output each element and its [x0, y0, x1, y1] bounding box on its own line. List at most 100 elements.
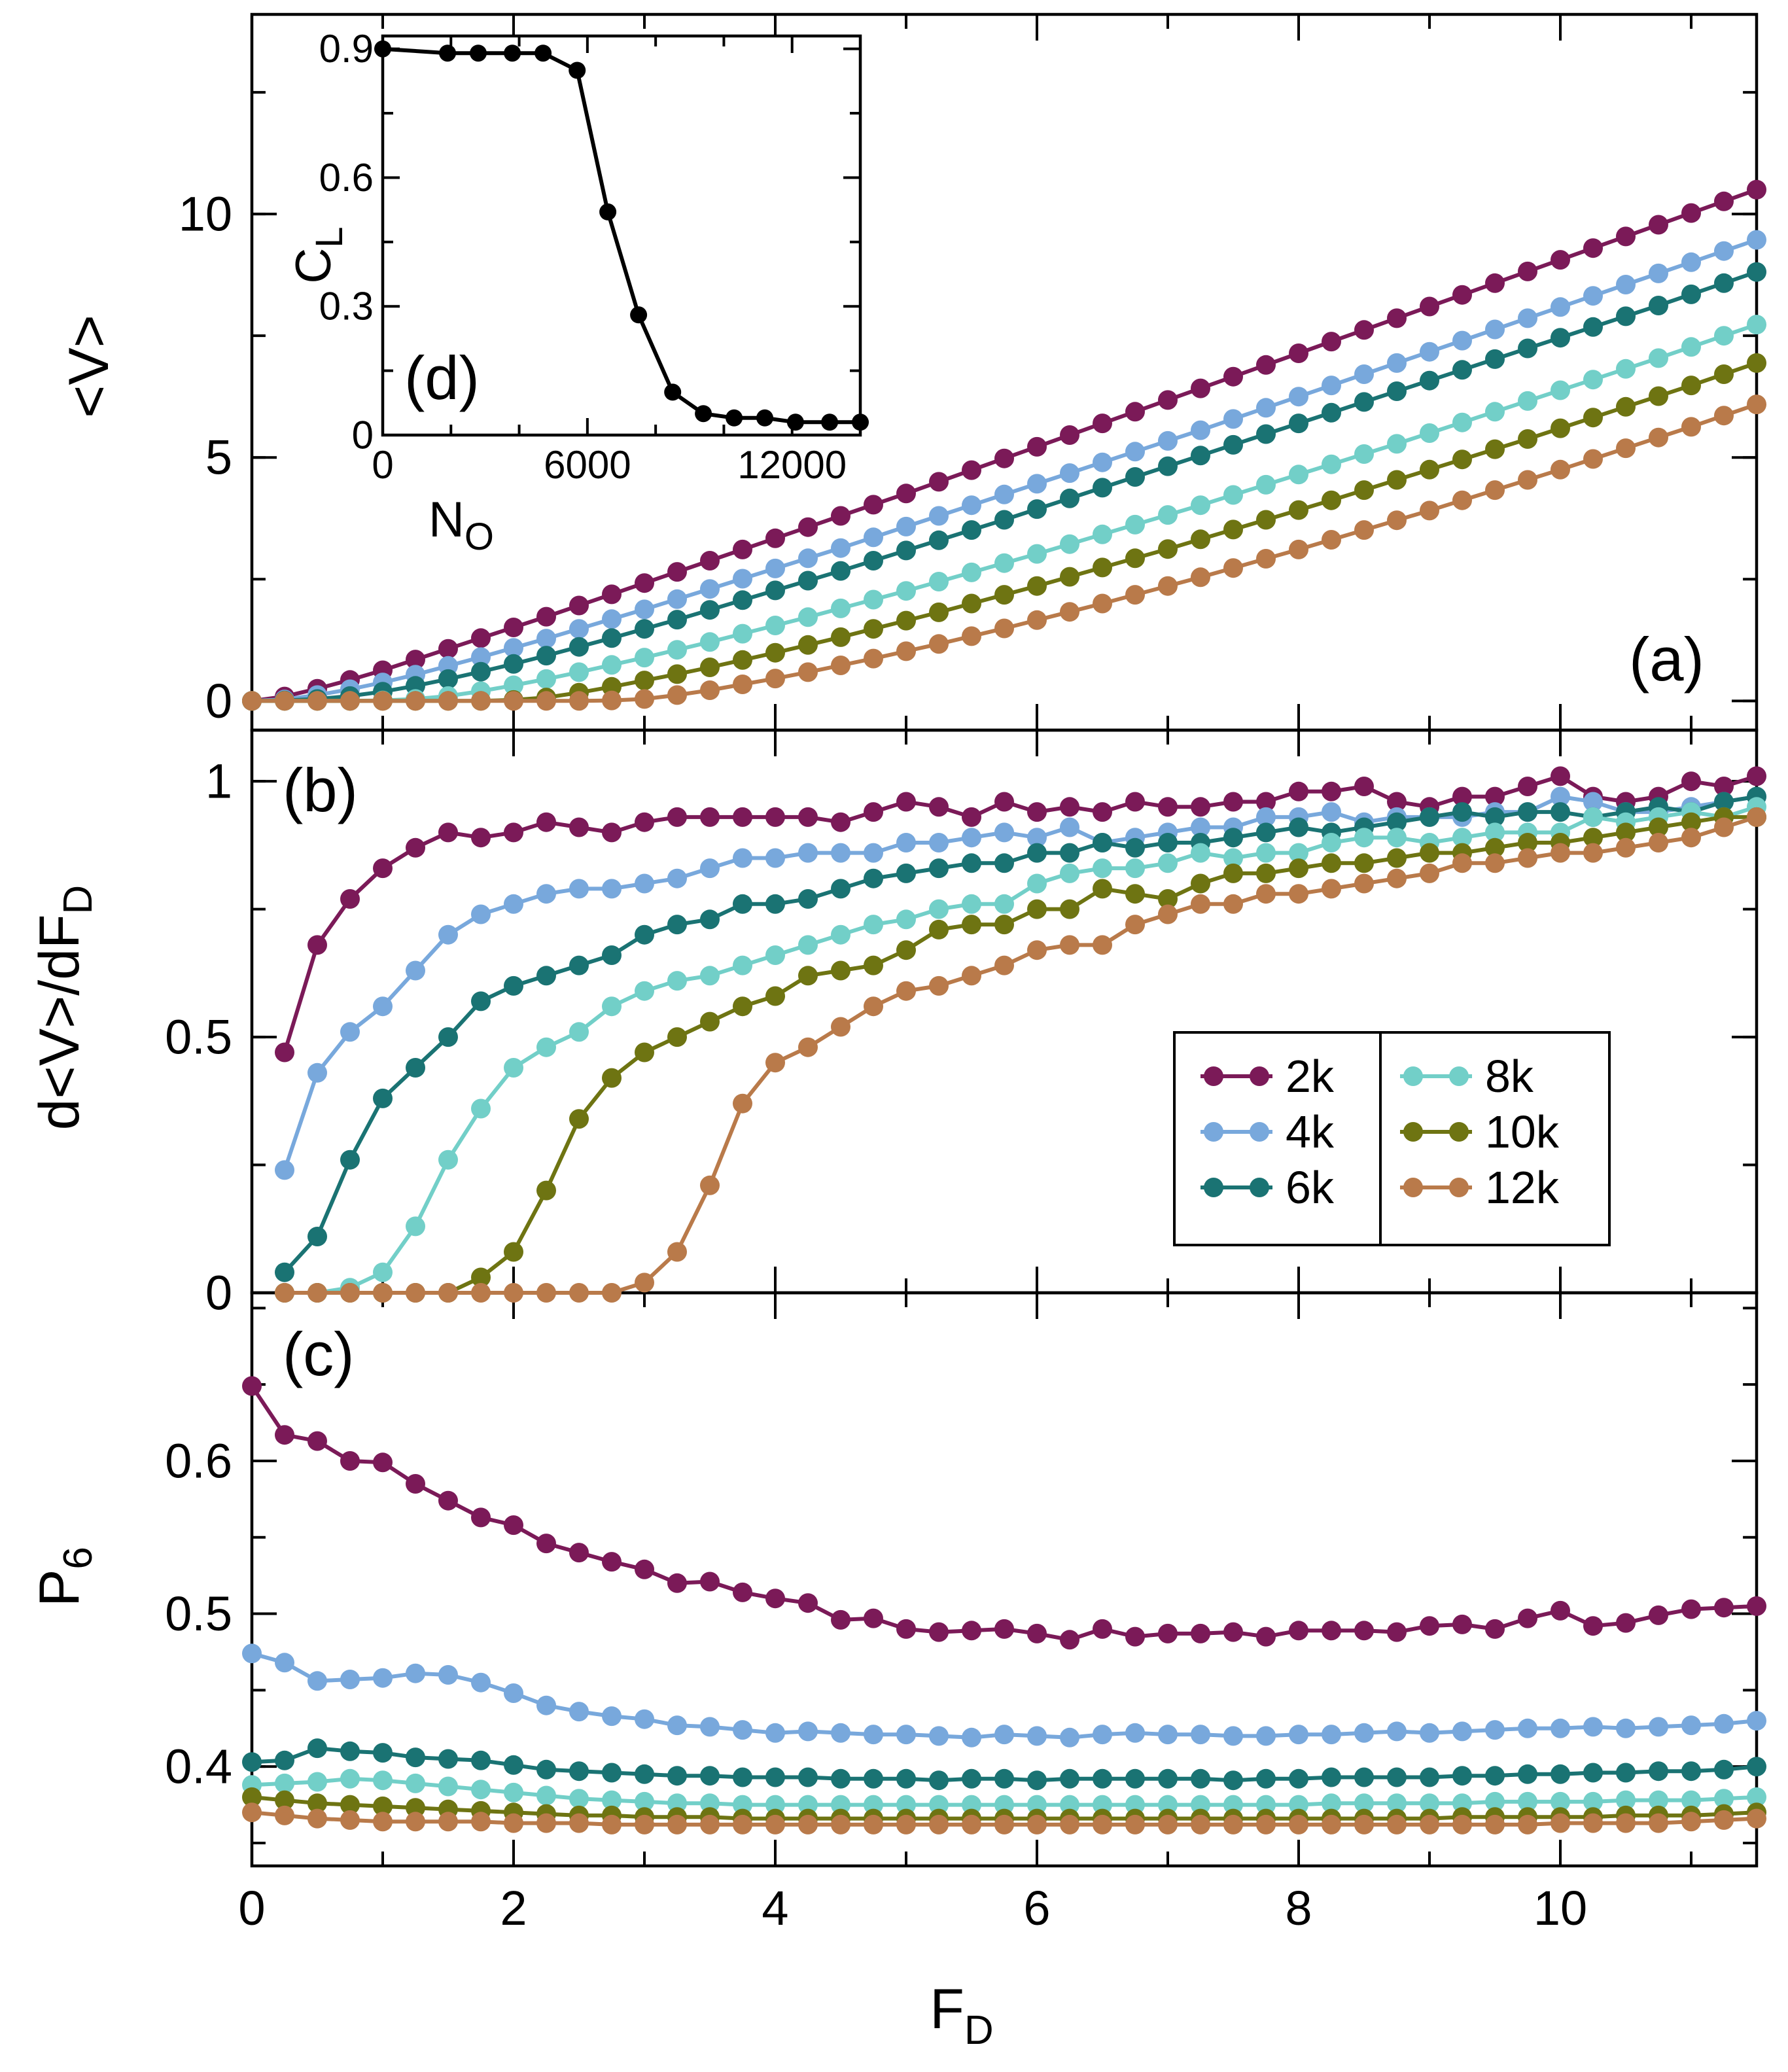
inset-y-tick-label: 0: [352, 413, 374, 457]
data-point: [373, 1283, 393, 1303]
data-point: [1714, 1789, 1734, 1809]
data-point: [536, 1813, 556, 1833]
data-point: [1747, 1757, 1766, 1777]
data-point: [700, 1011, 720, 1032]
data-point: [1354, 364, 1374, 384]
data-point: [831, 506, 850, 526]
data-point: [504, 638, 523, 658]
data-point: [864, 1768, 883, 1789]
data-point: [1681, 1790, 1701, 1810]
data-point: [1452, 1814, 1472, 1835]
data-point: [864, 1795, 883, 1815]
data-point: [569, 1813, 589, 1833]
data-point: [635, 671, 654, 691]
data-point: [1322, 530, 1341, 550]
data-point: [1289, 1814, 1308, 1835]
data-point: [1551, 766, 1570, 786]
data-point: [1060, 534, 1079, 554]
data-point: [896, 581, 916, 601]
data-point: [962, 828, 981, 848]
data-point: [242, 1787, 262, 1807]
data-point: [1387, 1767, 1407, 1787]
data-point: [1354, 444, 1374, 464]
data-point: [831, 656, 850, 675]
data-point: [1322, 490, 1341, 510]
data-point: [635, 1273, 654, 1293]
data-point: [1420, 370, 1439, 391]
data-point: [700, 658, 720, 677]
data-point: [373, 996, 393, 1017]
data-point: [1518, 802, 1537, 822]
data-point: [786, 413, 804, 431]
data-point: [1191, 420, 1210, 440]
data-point: [831, 561, 850, 581]
data-point: [1322, 332, 1341, 352]
data-point: [1681, 417, 1701, 437]
data-point: [994, 553, 1014, 573]
data-point: [667, 1766, 687, 1786]
data-point: [864, 527, 883, 548]
data-point: [1420, 1814, 1439, 1835]
data-point: [1420, 807, 1439, 827]
data-point: [1093, 478, 1112, 498]
data-point: [864, 915, 883, 935]
series-line: [285, 805, 1757, 1295]
data-point: [602, 879, 622, 899]
data-point: [1289, 1621, 1308, 1641]
data-point: [1452, 1793, 1472, 1814]
data-point: [1158, 1623, 1178, 1643]
data-point: [438, 639, 458, 659]
data-point: [667, 589, 687, 609]
y-tick-label: 1: [205, 754, 232, 809]
data-point: [471, 647, 491, 667]
data-point: [1060, 899, 1079, 919]
data-point: [1158, 1768, 1178, 1789]
data-point: [1681, 376, 1701, 396]
data-point: [1289, 781, 1308, 801]
data-point: [602, 1068, 622, 1088]
inset-y-tick-label: 0.3: [319, 285, 374, 328]
data-point: [1714, 792, 1734, 812]
legend-label: 6k: [1286, 1162, 1335, 1213]
data-point: [1681, 828, 1701, 848]
data-point: [831, 924, 850, 945]
data-point: [896, 1768, 916, 1789]
data-point: [1354, 853, 1374, 873]
data-point: [1747, 315, 1766, 335]
data-point: [929, 506, 949, 526]
data-point: [864, 1814, 883, 1835]
data-point: [1191, 817, 1210, 837]
inset-d: 0 6000 12000 0 0.3 0.6 0.9 (d) CL NO: [286, 27, 869, 558]
data-point: [765, 1767, 785, 1787]
panel-c-label: (c): [283, 1320, 355, 1388]
data-point: [504, 894, 523, 914]
data-point: [1256, 843, 1276, 863]
data-point: [798, 548, 818, 569]
data-point: [1485, 273, 1505, 293]
data-point: [307, 1283, 327, 1303]
data-point: [896, 1795, 916, 1815]
data-point: [765, 945, 785, 965]
data-point: [798, 1795, 818, 1815]
data-point: [896, 1725, 916, 1745]
data-point: [864, 589, 883, 610]
data-point: [798, 935, 818, 955]
data-point: [1027, 610, 1047, 630]
series-line: [285, 815, 1757, 1295]
data-point: [1649, 817, 1668, 837]
data-point: [1387, 434, 1407, 454]
data-point: [1060, 567, 1079, 587]
data-point: [1322, 879, 1341, 899]
data-point: [1387, 1721, 1407, 1742]
data-point: [929, 530, 949, 550]
data-point: [667, 1715, 687, 1736]
data-point: [635, 924, 654, 945]
data-point: [1093, 1725, 1112, 1745]
inset-x-label: NO: [429, 492, 494, 558]
data-point: [1223, 894, 1243, 914]
data-point: [1256, 792, 1276, 812]
x-tick-label: 6: [1023, 1881, 1050, 1935]
data-point: [1060, 602, 1079, 622]
legend-label: 2k: [1286, 1051, 1335, 1102]
series-c-2k: [242, 1376, 1766, 1650]
